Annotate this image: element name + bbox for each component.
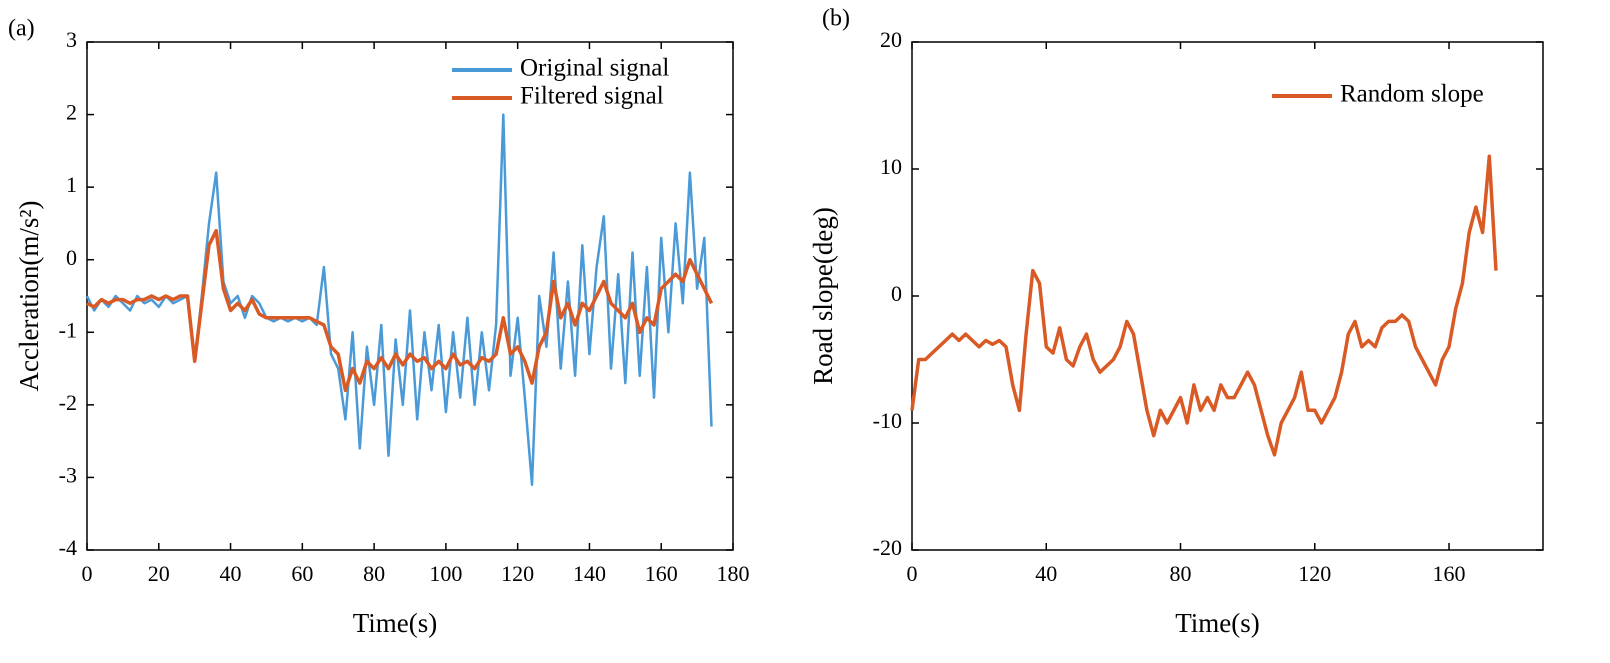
panel-label: (b)	[822, 6, 850, 32]
y-tick-label: 1	[66, 172, 77, 197]
y-tick-label: 0	[891, 281, 902, 306]
x-tick-label: 20	[148, 561, 170, 586]
panel-label: (a)	[8, 16, 35, 42]
y-tick-label: -20	[873, 535, 902, 560]
plot-area	[86, 41, 734, 551]
x-tick-label: 40	[220, 561, 242, 586]
y-tick-label: -1	[59, 317, 77, 342]
y-tick-label: 10	[880, 154, 902, 179]
x-tick-label: 80	[1170, 561, 1192, 586]
y-tick-label: -3	[59, 462, 77, 487]
x-axis-label: Time(s)	[1175, 608, 1260, 638]
y-tick-label: 2	[66, 100, 77, 125]
x-tick-label: 100	[429, 561, 462, 586]
x-tick-label: 40	[1035, 561, 1057, 586]
x-tick-label: 120	[1298, 561, 1331, 586]
y-tick-label: 0	[66, 245, 77, 270]
data-line	[86, 228, 714, 393]
legend-label: Random slope	[1340, 81, 1484, 108]
y-tick-label: -10	[873, 408, 902, 433]
x-tick-label: 140	[573, 561, 606, 586]
x-tick-label: 0	[82, 561, 93, 586]
y-tick-label: -2	[59, 390, 77, 415]
y-tick-label: -4	[59, 535, 77, 560]
x-tick-label: 120	[501, 561, 534, 586]
y-tick-label: 3	[66, 27, 77, 52]
x-tick-label: 60	[291, 561, 313, 586]
x-tick-label: 80	[363, 561, 385, 586]
x-tick-label: 0	[907, 561, 918, 586]
y-tick-label: 20	[880, 27, 902, 52]
data-line	[910, 154, 1498, 457]
plot-area	[911, 41, 1544, 551]
y-axis-label: Accleration(m/s²)	[14, 200, 44, 391]
legend-label: Filtered signal	[520, 83, 664, 110]
x-tick-label: 160	[645, 561, 678, 586]
x-tick-label: 160	[1433, 561, 1466, 586]
x-tick-label: 180	[717, 561, 750, 586]
x-axis-label: Time(s)	[353, 608, 438, 638]
legend-label: Original signal	[520, 55, 669, 82]
y-axis-label: Road slope(deg)	[808, 207, 838, 385]
